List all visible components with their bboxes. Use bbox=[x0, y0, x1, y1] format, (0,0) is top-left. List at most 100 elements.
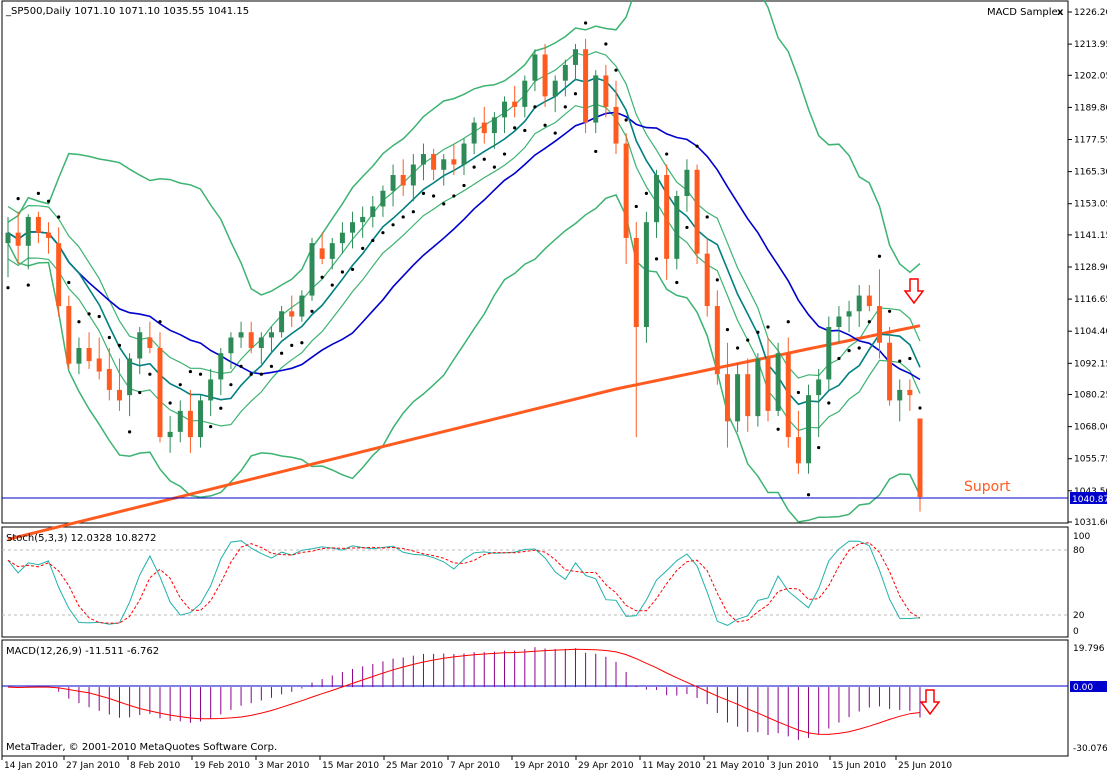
candle-up bbox=[502, 101, 508, 118]
psar-dot bbox=[107, 335, 111, 340]
psar-dot bbox=[300, 341, 304, 345]
candle-up bbox=[390, 175, 396, 191]
price-tick-label: 1031.60 bbox=[1074, 518, 1107, 528]
candle-up bbox=[299, 295, 305, 317]
candle-down bbox=[795, 437, 801, 464]
price-tick-label: 1189.80 bbox=[1074, 103, 1107, 113]
time-tick-label: 27 Jan 2010 bbox=[66, 761, 120, 771]
price-tick-label: 1080.25 bbox=[1074, 391, 1107, 401]
time-tick-label: 3 Jun 2010 bbox=[770, 761, 819, 771]
bollinger-upper-line bbox=[7, 0, 921, 296]
support-label: Suport bbox=[964, 479, 1011, 495]
psar-dot bbox=[198, 372, 203, 376]
candle-up bbox=[552, 80, 558, 97]
psar-dot bbox=[644, 191, 649, 195]
macd-tick-label: -30.076 bbox=[1073, 744, 1107, 754]
candle-down bbox=[187, 410, 193, 438]
psar-dot bbox=[229, 383, 233, 387]
psar-dot bbox=[806, 493, 811, 497]
psar-dot bbox=[746, 338, 750, 342]
candle-up bbox=[674, 195, 680, 259]
stoch-signal-line bbox=[7, 542, 921, 624]
psar-dot bbox=[563, 105, 567, 109]
time-tick-label: 15 Mar 2010 bbox=[322, 761, 379, 771]
psar-dot bbox=[614, 68, 618, 72]
psar-dot bbox=[371, 238, 375, 243]
psar-dot bbox=[290, 343, 294, 347]
psar-dot bbox=[117, 343, 122, 347]
price-axis: 1226.20 1213.95 1202.05 1189.80 1177.55 1165.… bbox=[1068, 8, 1107, 528]
candle-up bbox=[258, 337, 264, 348]
candle-up bbox=[532, 54, 538, 81]
psar-dot bbox=[209, 425, 213, 429]
psar-dot bbox=[786, 320, 790, 324]
psar-dot bbox=[381, 231, 385, 235]
indicator-name: MACD Sample bbox=[987, 7, 1058, 18]
psar-dot bbox=[492, 165, 496, 169]
time-tick-label: 7 Apr 2010 bbox=[450, 761, 500, 771]
close-icon[interactable]: x bbox=[1057, 7, 1064, 18]
psar-dot bbox=[87, 312, 91, 316]
psar-dot bbox=[391, 223, 395, 227]
psar-dot bbox=[685, 225, 689, 230]
psar-dot bbox=[168, 401, 172, 405]
candle-down bbox=[15, 232, 21, 246]
psar-dot bbox=[401, 215, 405, 219]
price-tick-label: 1092.15 bbox=[1074, 359, 1107, 369]
psar-dot bbox=[280, 351, 284, 355]
candle-up bbox=[572, 49, 578, 65]
candle-up bbox=[420, 154, 426, 165]
candle-down bbox=[147, 337, 153, 348]
stochastic-lines bbox=[7, 540, 921, 626]
candle-down bbox=[512, 101, 518, 107]
psar-dot bbox=[128, 430, 132, 434]
psar-dot bbox=[57, 215, 61, 219]
candle-up bbox=[329, 243, 335, 259]
time-tick-label: 11 May 2010 bbox=[642, 761, 701, 771]
candles bbox=[5, 38, 923, 512]
psar-dot bbox=[482, 157, 486, 161]
candle-up bbox=[806, 395, 812, 464]
candle-down bbox=[400, 175, 406, 186]
time-tick-label: 19 Feb 2010 bbox=[194, 761, 250, 771]
stoch-tick-label: 100 bbox=[1073, 532, 1090, 542]
psar-dot bbox=[67, 280, 71, 285]
price-tick-label: 1153.05 bbox=[1074, 200, 1107, 210]
psar-dot bbox=[36, 191, 41, 195]
time-tick-label: 25 Jun 2010 bbox=[898, 761, 952, 771]
time-axis: 14 Jan 2010 27 Jan 2010 8 Feb 2010 19 Feb 2… bbox=[1, 756, 952, 771]
price-tick-label: 1068.00 bbox=[1074, 423, 1107, 433]
candle-down bbox=[319, 248, 325, 259]
price-tick-label: 1165.30 bbox=[1074, 168, 1107, 178]
candle-down bbox=[248, 332, 254, 348]
down-arrow-icon bbox=[919, 689, 941, 716]
psar-dot bbox=[604, 42, 608, 46]
time-tick-label: 8 Feb 2010 bbox=[130, 761, 181, 771]
candle-up bbox=[167, 431, 173, 438]
candle-up bbox=[654, 175, 660, 223]
psar-dot bbox=[188, 369, 192, 374]
psar-dot bbox=[908, 356, 912, 361]
parabolic-sar bbox=[6, 21, 922, 497]
stoch-main-line bbox=[7, 540, 921, 626]
down-arrow-icon bbox=[903, 278, 925, 305]
psar-dot bbox=[634, 204, 638, 209]
copyright-text: MetaTrader, © 2001-2010 MetaQuotes Softw… bbox=[6, 742, 277, 753]
psar-dot bbox=[594, 149, 598, 154]
psar-dot bbox=[756, 330, 760, 334]
psar-dot bbox=[249, 372, 253, 376]
bollinger-lower-line bbox=[7, 193, 921, 523]
candle-up bbox=[279, 311, 285, 333]
candle-up bbox=[5, 232, 11, 244]
candle-up bbox=[76, 347, 82, 364]
candle-up bbox=[360, 216, 366, 223]
macd-zero-tag bbox=[1070, 681, 1107, 692]
candle-up bbox=[441, 159, 447, 170]
candle-up bbox=[410, 164, 416, 186]
macd-zero-tag-label: 0.00 bbox=[1073, 683, 1093, 693]
stoch-tick-label: 80 bbox=[1073, 546, 1085, 556]
candle-up bbox=[198, 400, 204, 438]
price-tick-label: 1226.20 bbox=[1074, 8, 1107, 18]
